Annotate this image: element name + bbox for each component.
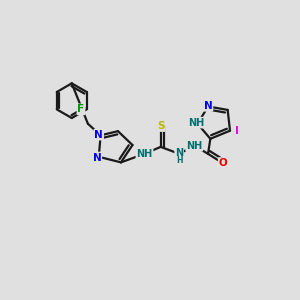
- Text: S: S: [157, 121, 164, 131]
- Text: NH: NH: [186, 141, 202, 151]
- Text: O: O: [219, 158, 227, 168]
- Text: N: N: [204, 101, 212, 111]
- Text: N: N: [175, 148, 183, 158]
- Text: NH: NH: [136, 149, 153, 159]
- Text: N: N: [94, 130, 103, 140]
- Text: N: N: [92, 152, 101, 163]
- Text: NH: NH: [188, 118, 205, 128]
- Text: I: I: [235, 126, 239, 136]
- Text: H: H: [176, 156, 182, 165]
- Text: F: F: [77, 104, 85, 114]
